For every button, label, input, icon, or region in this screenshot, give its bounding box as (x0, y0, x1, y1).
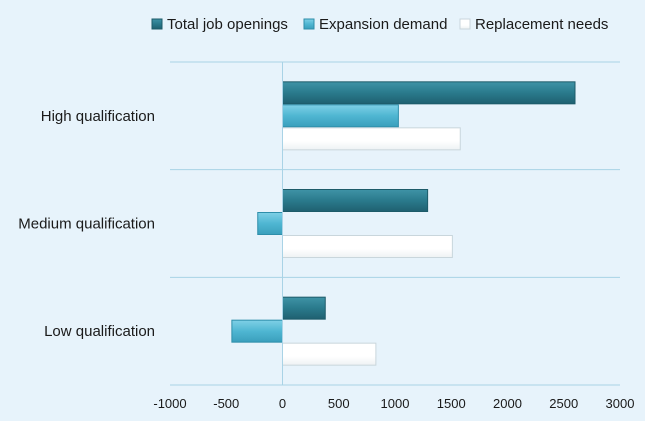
legend: Total job openings Expansion demand Replac… (151, 16, 608, 33)
x-tick-label: -1000 (153, 396, 186, 411)
bar-total-job-openings-medium-qualification (282, 189, 429, 212)
legend-swatch-replacement-needs (459, 18, 471, 30)
x-tick-label: 0 (279, 396, 286, 411)
x-tick-label: -500 (213, 396, 239, 411)
legend-label-total-job-openings: Total job openings (167, 16, 288, 33)
legend-swatch-total-job-openings (151, 18, 163, 30)
legend-swatch-expansion-demand (303, 18, 315, 30)
x-tick-label: 3000 (606, 396, 635, 411)
legend-label-expansion-demand: Expansion demand (319, 16, 447, 33)
x-tick-label: 2500 (549, 396, 578, 411)
bar-total-job-openings-low-qualification (282, 296, 326, 320)
x-tick-label: 1500 (437, 396, 466, 411)
category-labels: High qualification Medium qualification Lo… (18, 108, 155, 340)
category-separators (170, 61, 620, 386)
bar-expansion-demand-low-qualification (231, 319, 283, 343)
bar-expansion-demand-high-qualification (282, 104, 399, 128)
bar-total-job-openings-high-qualification (282, 81, 576, 105)
category-label: High qualification (41, 108, 155, 125)
x-tick-label: 2000 (493, 396, 522, 411)
bars (231, 62, 576, 385)
bar-replacement-needs-medium-qualification (282, 235, 453, 258)
bar-replacement-needs-low-qualification (282, 342, 377, 366)
category-label: Medium qualification (18, 216, 155, 233)
category-label: Low qualification (44, 323, 155, 340)
x-axis-ticks: -1000 -500 0 500 1000 1500 2000 2500 3000 (153, 396, 634, 411)
x-tick-label: 500 (328, 396, 350, 411)
legend-label-replacement-needs: Replacement needs (475, 16, 608, 33)
bar-expansion-demand-medium-qualification (257, 212, 283, 235)
x-tick-label: 1000 (381, 396, 410, 411)
bar-replacement-needs-high-qualification (282, 127, 461, 151)
